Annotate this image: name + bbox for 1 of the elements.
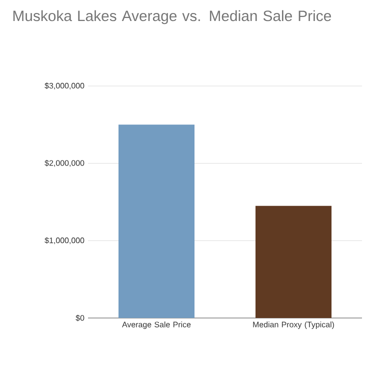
chart-title: Muskoka Lakes Average vs. Median Sale Price	[13, 10, 331, 24]
